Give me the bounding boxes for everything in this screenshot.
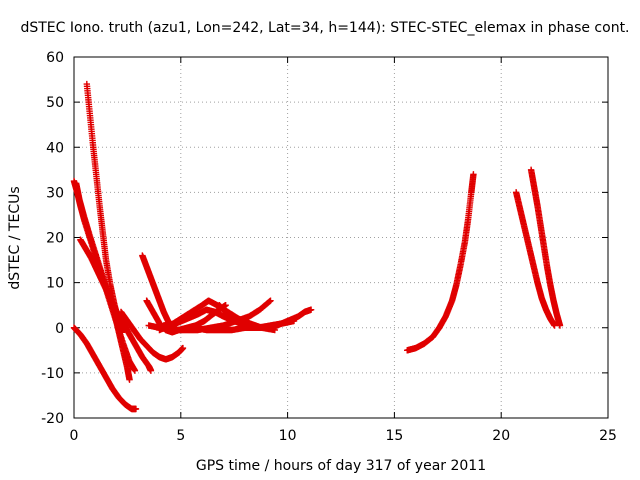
data-point-marker (118, 329, 126, 336)
data-point-marker (470, 171, 477, 178)
data-point-marker (132, 405, 140, 413)
y-tick-label: 30 (46, 185, 64, 201)
x-tick-label: 5 (176, 428, 185, 444)
y-tick-label: 60 (46, 50, 64, 66)
y-axis-label: dSTEC / TECUs (7, 186, 23, 289)
series-16 (527, 166, 564, 329)
data-point-marker (556, 322, 564, 329)
grid-lines (74, 57, 608, 418)
data-point-marker (147, 367, 155, 374)
data-point-marker (131, 367, 139, 374)
chart-title: dSTEC Iono. truth (azu1, Lon=242, Lat=34… (20, 20, 629, 36)
series-3 (77, 236, 155, 374)
data-point-marker (126, 376, 133, 383)
x-tick-label: 0 (70, 428, 79, 444)
y-tick-label: 20 (46, 231, 64, 247)
y-tick-label: 10 (46, 276, 64, 292)
series-11 (160, 306, 261, 331)
data-series (70, 80, 564, 413)
x-tick-label: 10 (279, 428, 297, 444)
data-point-marker (179, 344, 187, 352)
series-5 (70, 324, 140, 413)
series-6 (117, 308, 187, 363)
x-tick-label: 25 (599, 428, 617, 444)
y-tick-label: -10 (41, 366, 64, 382)
series-15 (512, 189, 558, 329)
series-13 (190, 317, 298, 334)
y-tick-label: 50 (46, 95, 64, 111)
series-4 (83, 80, 126, 336)
axis-ticks (73, 56, 609, 419)
series-14 (404, 171, 477, 354)
x-tick-label: 20 (492, 428, 510, 444)
data-point-marker (307, 306, 315, 313)
series-2 (72, 180, 133, 383)
y-tick-labels: -20 -10 0 10 20 30 40 50 60 (41, 50, 64, 427)
y-tick-label: 40 (46, 140, 64, 156)
x-axis-label: GPS time / hours of day 317 of year 2011 (196, 458, 486, 474)
data-point-marker (290, 317, 298, 325)
y-tick-label: 0 (55, 321, 64, 337)
x-tick-labels: 0 5 10 15 20 25 (70, 428, 617, 444)
y-tick-label: -20 (41, 411, 64, 427)
data-point-marker (267, 297, 274, 304)
data-point-marker (551, 322, 558, 329)
x-tick-label: 15 (385, 428, 403, 444)
